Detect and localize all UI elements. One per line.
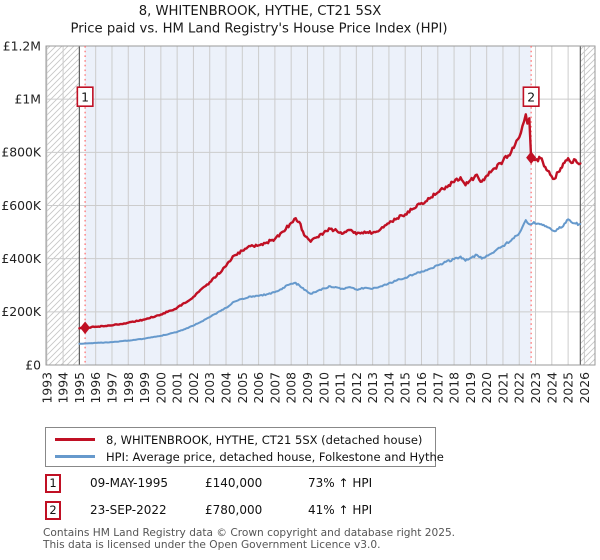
x-tick-label: 1994 (56, 372, 71, 404)
price-chart: 1 2 £0 £200K £400K £600K £800K £1M £1.2M 1993 1994… (1, 4, 596, 404)
legend-item-price: 8, WHITENBROOK, HYTHE, CT21 5SX (detache… (46, 431, 435, 448)
licence-line: This data is licensed under the Open Gov… (43, 538, 381, 551)
sale-flag-number-1: 1 (81, 89, 89, 104)
x-tick-label: 1999 (137, 372, 152, 404)
sale-flag-number-2: 2 (527, 89, 535, 104)
x-tick-label: 2025 (561, 372, 576, 404)
chart-legend: 8, WHITENBROOK, HYTHE, CT21 5SX (detache… (45, 427, 444, 467)
x-tick-label: 2015 (398, 372, 413, 404)
x-tick-label: 2022 (512, 372, 527, 404)
hpi-line-label: HPI: Average price, detached house, Folk… (106, 449, 444, 464)
price-series-line (78, 113, 582, 330)
x-tick-label: 2010 (316, 372, 331, 404)
x-tick-label: 2014 (381, 372, 396, 404)
plot-area: 1 2 £0 £200K £400K £600K £800K £1M £1.2M 1993 1994… (1, 38, 596, 404)
x-tick-label: 2005 (235, 372, 250, 404)
x-tick-label: 2016 (414, 372, 429, 404)
y-tick-label: £800K (1, 145, 42, 160)
hpi-series-line (78, 218, 582, 345)
x-tick-label: 2006 (251, 372, 266, 404)
x-tick-label: 2013 (365, 372, 380, 404)
sale-flag-1 (76, 86, 94, 107)
x-tick-label: 1996 (88, 372, 103, 404)
x-tick-label: 2017 (430, 372, 445, 404)
x-tick-label: 2020 (479, 372, 494, 404)
sale-marker-1 (80, 321, 91, 335)
x-tick-label: 1993 (39, 372, 54, 404)
hpi-line-swatch (55, 455, 95, 458)
x-tick-label: 2019 (463, 372, 478, 404)
y-tick-label: £200K (1, 304, 42, 319)
x-tick-label: 1995 (72, 372, 87, 404)
sale-1-badge: 1 (45, 474, 61, 493)
y-tick-label: £400K (1, 251, 42, 266)
sale-row-1: 1 09-MAY-1995 £140,000 73% ↑ HPI (45, 474, 600, 496)
x-tick-label: 1997 (105, 372, 120, 404)
price-line-label: 8, WHITENBROOK, HYTHE, CT21 5SX (detache… (106, 432, 423, 447)
x-tick-label: 2000 (153, 372, 168, 404)
sale-1-price: £140,000 (205, 476, 263, 490)
x-tick-label: 2023 (528, 372, 543, 404)
x-tick-label: 2004 (219, 372, 234, 404)
sale-marker-2 (526, 151, 537, 164)
sale-1-hpi-delta: 73% ↑ HPI (308, 476, 373, 490)
chart-subtitle: Price paid vs. HM Land Registry's House … (70, 22, 447, 37)
copyright-line: Contains HM Land Registry data © Crown c… (43, 527, 456, 539)
x-tick-label: 2001 (170, 372, 185, 404)
x-tick-label: 2024 (544, 372, 559, 404)
sale-2-date: 23-SEP-2022 (90, 503, 167, 517)
y-tick-label: £1.2M (3, 38, 41, 53)
legend-item-hpi: HPI: Average price, detached house, Folk… (46, 448, 444, 465)
sale-2-badge: 2 (45, 501, 61, 520)
plot-border (45, 45, 596, 366)
x-tick-label: 2002 (186, 372, 201, 404)
x-tick-label: 2008 (284, 372, 299, 404)
price-line-swatch (55, 438, 95, 441)
y-tick-label: £1M (15, 91, 41, 106)
x-tick-label: 2007 (267, 372, 282, 404)
sale-1-date: 09-MAY-1995 (90, 476, 169, 490)
sale-2-hpi-delta: 41% ↑ HPI (308, 503, 373, 517)
x-tick-label: 2003 (202, 372, 217, 404)
sale-flag-2 (522, 86, 540, 107)
sale-row-2: 2 23-SEP-2022 £780,000 41% ↑ HPI (45, 501, 600, 523)
chart-title: 8, WHITENBROOK, HYTHE, CT21 5SX (139, 4, 382, 19)
sale-2-price: £780,000 (205, 503, 263, 517)
y-tick-label: £600K (1, 198, 42, 213)
license-note: Contains HM Land Registry data © Crown c… (43, 527, 456, 552)
x-tick-label: 2012 (349, 372, 364, 404)
y-tick-label: £0 (25, 357, 41, 372)
x-tick-label: 1998 (121, 372, 136, 404)
x-tick-label: 2021 (496, 372, 511, 404)
x-tick-label: 2009 (300, 372, 315, 404)
x-tick-label: 2026 (577, 372, 592, 404)
x-tick-label: 2018 (447, 372, 462, 404)
x-tick-label: 2011 (333, 372, 348, 404)
